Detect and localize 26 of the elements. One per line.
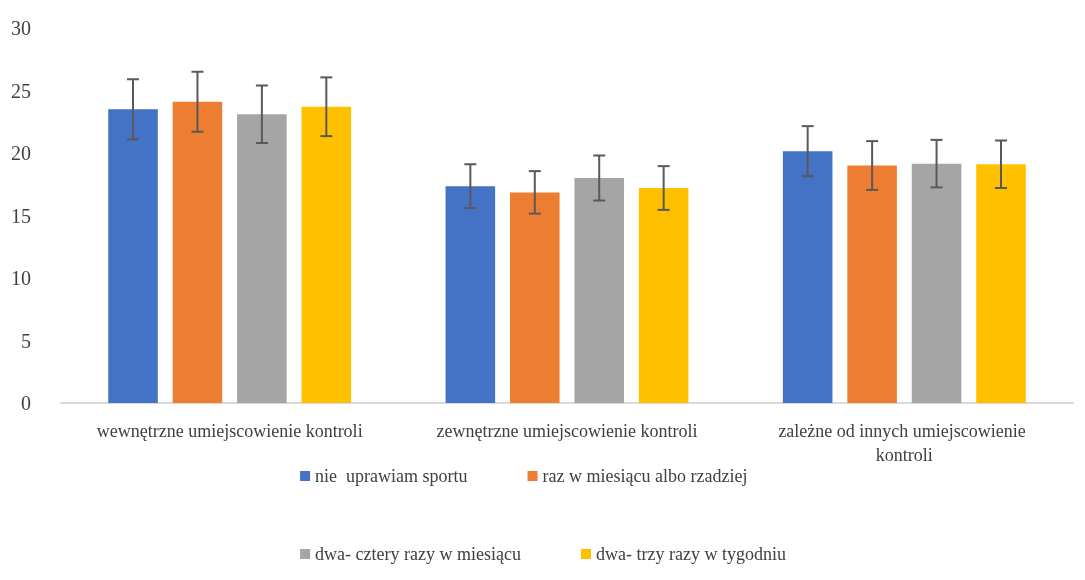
y-tick-label: 25 xyxy=(11,79,31,102)
y-tick-label: 30 xyxy=(11,17,31,39)
bar xyxy=(172,101,223,403)
bar xyxy=(976,164,1026,403)
bar xyxy=(782,151,833,403)
y-tick-label: 10 xyxy=(11,267,31,289)
legend-label: raz w miesiącu albo rzadziej xyxy=(542,466,748,486)
bar xyxy=(638,188,689,403)
bar xyxy=(237,114,287,403)
x-tick-label: wewnętrzne umiejscowienie kontroli xyxy=(96,421,363,441)
y-tick-label: 5 xyxy=(21,329,31,352)
bar xyxy=(510,192,560,403)
x-tick-label: zależne od innych umiejscowienie kontroli xyxy=(778,421,1031,465)
legend-label: dwa- trzy razy w tygodniu xyxy=(595,544,786,564)
bar xyxy=(108,109,158,403)
legend-label: nie uprawiam sportu xyxy=(315,466,468,486)
y-tick-label: 15 xyxy=(11,204,31,227)
x-tick-label: zewnętrzne umiejscowienie kontroli xyxy=(436,421,698,441)
legend-label: dwa- cztery razy w miesiącu xyxy=(315,544,521,564)
bar xyxy=(911,163,962,403)
bar xyxy=(301,106,352,403)
bar xyxy=(847,165,897,403)
y-tick-label: 0 xyxy=(21,392,31,414)
y-tick-label: 20 xyxy=(11,142,31,164)
bar xyxy=(445,186,496,403)
bar xyxy=(574,178,624,403)
